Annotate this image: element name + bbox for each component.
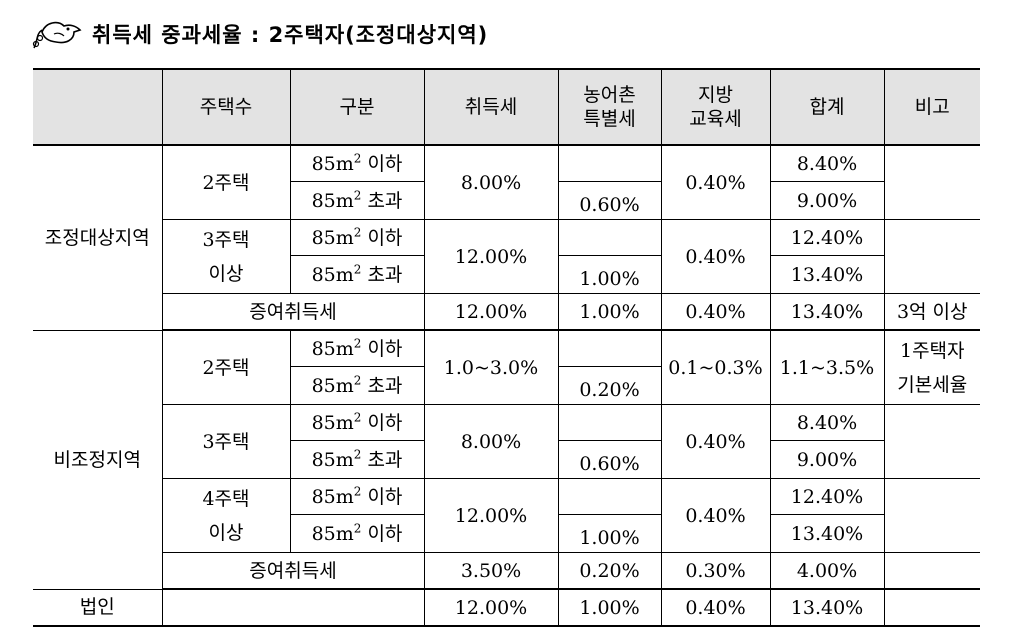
rural-rate-blank bbox=[557, 144, 662, 182]
acq-rate: 8.00% bbox=[423, 404, 559, 479]
header-count: 주택수 bbox=[161, 68, 291, 146]
note-cell bbox=[883, 404, 980, 479]
table-row: 85m2 초과 0.20% bbox=[33, 366, 980, 405]
table-row: 85m2 이하 1.00% 13.40% bbox=[33, 514, 980, 553]
title-text: 취득세 중과세율 : 2주택자(조정대상지역) bbox=[92, 23, 489, 47]
rural-rate: 1.00% bbox=[557, 255, 662, 294]
total-rate: 12.40% bbox=[769, 478, 885, 515]
total-rate: 12.40% bbox=[769, 219, 885, 256]
note-cell bbox=[883, 144, 980, 220]
size-over: 85m2 초과 bbox=[289, 366, 425, 405]
rural-rate: 1.00% bbox=[557, 514, 662, 553]
note-cell bbox=[883, 552, 980, 590]
bird-icon bbox=[32, 21, 82, 49]
edu-rate: 0.40% bbox=[660, 404, 771, 479]
table-row: 비조정지역 2주택 85m2 이하 1.0~3.0% 0.1~0.3% 1.1~… bbox=[33, 329, 980, 590]
house-count: 2주택 bbox=[161, 144, 291, 220]
region-non-regulated: 비조정지역 bbox=[33, 329, 163, 590]
acq-rate: 1.0~3.0% bbox=[423, 329, 559, 405]
header-total: 합계 bbox=[769, 68, 885, 146]
total-rate: 8.40% bbox=[769, 144, 885, 182]
tax-rate-table: 주택수 구분 취득세 농어촌 특별세 지방 교육세 합계 비고 조정대상지역 2주택… bbox=[33, 68, 980, 627]
total-rate: 9.00% bbox=[769, 181, 885, 220]
size-under: 85m2 이하 bbox=[289, 514, 425, 553]
table-row: 85m2 초과 1.00% 13.40% bbox=[33, 255, 980, 294]
note-cell bbox=[883, 588, 980, 627]
table-row: 증여취득세 3.50% 0.20% 0.30% 4.00% bbox=[33, 552, 980, 590]
document-title: 취득세 중과세율 : 2주택자(조정대상지역) bbox=[28, 14, 488, 54]
rural-rate: 0.60% bbox=[557, 181, 662, 220]
total-rate: 8.40% bbox=[769, 404, 885, 441]
total-rate: 13.40% bbox=[769, 514, 885, 553]
edu-rate: 0.40% bbox=[660, 144, 771, 220]
total-rate: 13.40% bbox=[769, 255, 885, 294]
header-blank bbox=[33, 68, 163, 146]
edu-rate: 0.40% bbox=[660, 219, 771, 294]
table-row: 3주택 이상 85m2 이하 12.00% 0.40% 12.40% bbox=[33, 219, 980, 294]
edu-rate: 0.40% bbox=[660, 588, 771, 627]
header-edu-line2: 교육세 bbox=[689, 108, 742, 130]
table-row: 4주택 이상 85m2 이하 12.00% 0.40% 12.40% bbox=[33, 478, 980, 553]
header-rural-tax: 농어촌 특별세 bbox=[557, 68, 662, 146]
size-under: 85m2 이하 bbox=[289, 219, 425, 256]
region-regulated: 조정대상지역 bbox=[33, 144, 163, 331]
header-rural-line1: 농어촌 bbox=[583, 84, 636, 106]
note-cell: 1주택자 기본세율 bbox=[883, 329, 980, 405]
edu-rate: 0.40% bbox=[660, 293, 771, 331]
total-rate: 1.1~3.5% bbox=[769, 329, 885, 405]
gift-label: 증여취득세 bbox=[161, 293, 425, 331]
acq-rate: 3.50% bbox=[423, 552, 559, 590]
header-acquisition-tax: 취득세 bbox=[423, 68, 559, 146]
size-under: 85m2 이하 bbox=[289, 404, 425, 441]
acq-rate: 12.00% bbox=[423, 219, 559, 294]
size-over: 85m2 초과 bbox=[289, 255, 425, 294]
table-row: 증여취득세 12.00% 1.00% 0.40% 13.40% 3억 이상 bbox=[33, 293, 980, 331]
house-count: 4주택 이상 bbox=[161, 478, 291, 553]
note-cell bbox=[883, 478, 980, 553]
header-note: 비고 bbox=[883, 68, 980, 146]
acq-rate: 12.00% bbox=[423, 588, 559, 627]
rural-rate: 1.00% bbox=[557, 588, 662, 627]
house-count: 3주택 이상 bbox=[161, 219, 291, 294]
header-division: 구분 bbox=[289, 68, 425, 146]
table-row: 85m2 초과 0.60% 9.00% bbox=[33, 181, 980, 220]
acq-rate: 12.00% bbox=[423, 293, 559, 331]
edu-rate: 0.40% bbox=[660, 478, 771, 553]
total-rate: 13.40% bbox=[769, 588, 885, 627]
acq-rate: 8.00% bbox=[423, 144, 559, 220]
size-under: 85m2 이하 bbox=[289, 329, 425, 367]
edu-rate: 0.30% bbox=[660, 552, 771, 590]
rural-rate: 1.00% bbox=[557, 293, 662, 331]
header-row: 주택수 구분 취득세 농어촌 특별세 지방 교육세 합계 비고 bbox=[33, 68, 980, 146]
header-education-tax: 지방 교육세 bbox=[660, 68, 771, 146]
rural-rate: 0.20% bbox=[557, 366, 662, 405]
corporate-label: 법인 bbox=[33, 588, 163, 627]
rural-rate: 0.60% bbox=[557, 440, 662, 479]
size-under: 85m2 이하 bbox=[289, 478, 425, 515]
corporate-blank bbox=[161, 588, 425, 627]
table-row: 조정대상지역 2주택 85m2 이하 8.00% 0.40% 8.40% bbox=[33, 144, 980, 331]
house-count: 2주택 bbox=[161, 329, 291, 405]
house-count: 3주택 bbox=[161, 404, 291, 479]
size-under: 85m2 이하 bbox=[289, 144, 425, 182]
rural-rate-blank bbox=[557, 478, 662, 515]
gift-label: 증여취득세 bbox=[161, 552, 425, 590]
total-rate: 13.40% bbox=[769, 293, 885, 331]
rural-rate-blank bbox=[557, 329, 662, 367]
header-rural-line2: 특별세 bbox=[583, 108, 636, 130]
edu-rate: 0.1~0.3% bbox=[660, 329, 771, 405]
acq-rate: 12.00% bbox=[423, 478, 559, 553]
total-rate: 9.00% bbox=[769, 440, 885, 479]
rural-rate: 0.20% bbox=[557, 552, 662, 590]
size-over: 85m2 초과 bbox=[289, 181, 425, 220]
rural-rate-blank bbox=[557, 219, 662, 256]
table-row: 3주택 85m2 이하 8.00% 0.40% 8.40% bbox=[33, 404, 980, 479]
size-over: 85m2 초과 bbox=[289, 440, 425, 479]
note-cell: 3억 이상 bbox=[883, 293, 980, 331]
rural-rate-blank bbox=[557, 404, 662, 441]
total-rate: 4.00% bbox=[769, 552, 885, 590]
table-row: 법인 12.00% 1.00% 0.40% 13.40% bbox=[33, 588, 980, 627]
header-edu-line1: 지방 bbox=[698, 84, 733, 106]
note-cell bbox=[883, 219, 980, 294]
